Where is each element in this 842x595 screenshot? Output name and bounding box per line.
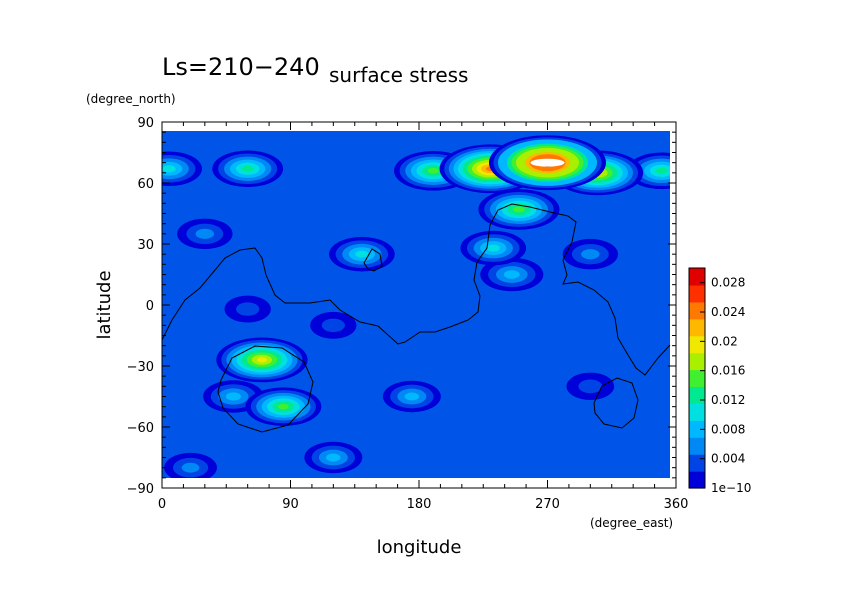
field-peak: [530, 158, 565, 167]
y-axis-ticks: −90 −60 −30 0 30 60 90: [127, 116, 676, 497]
field-blob: [256, 357, 268, 363]
field-blob: [486, 244, 500, 252]
tharsis-volcano-contour: [363, 248, 383, 272]
x-tick-label: 0: [158, 497, 166, 512]
y-tick-label: 60: [137, 177, 154, 192]
colorbar-tick-label: 0.012: [711, 393, 745, 407]
field-blob: [427, 167, 439, 174]
field-blob: [581, 249, 600, 260]
colorbar-segment: [689, 335, 705, 354]
field-blob: [225, 392, 241, 401]
x-tick-label: 180: [407, 497, 432, 512]
colorbar-segment: [689, 471, 705, 489]
chart-title: Ls=210−240: [162, 53, 320, 81]
y-tick-label: −60: [127, 421, 154, 436]
colorbar-tick-label: 0.016: [711, 364, 745, 378]
x-axis-title: longitude: [377, 537, 462, 558]
colorbar-tick-label: 0.028: [711, 276, 745, 290]
field-blob: [236, 302, 260, 316]
field-blob: [195, 228, 215, 239]
colorbar-segment: [689, 268, 705, 286]
colorbar-segment: [689, 301, 705, 320]
argyre-basin-contour: [593, 377, 639, 429]
x-tick-label: 360: [664, 497, 689, 512]
colorbar-segment: [689, 403, 705, 421]
field-blob: [321, 318, 345, 333]
colorbar-tick-label: 0.004: [711, 452, 745, 466]
y-tick-label: 0: [146, 299, 154, 314]
field-blob: [241, 165, 254, 172]
colorbar-tick-label: 0.008: [711, 422, 745, 436]
colorbar-tick-label: 0.02: [711, 334, 738, 348]
y-axis-title: latitude: [94, 270, 115, 339]
field-blob: [162, 165, 176, 173]
stress-field: [162, 131, 670, 478]
topography-contours: [161, 203, 671, 433]
colorbar-segment: [689, 318, 705, 337]
y-tick-label: 30: [137, 238, 154, 253]
colorbar-segment: [689, 284, 705, 303]
field-blob: [655, 167, 668, 174]
colorbar-segment: [689, 386, 705, 404]
field-blob: [578, 379, 603, 394]
x-tick-label: 270: [535, 497, 560, 512]
y-unit-label: (degree_north): [86, 92, 176, 106]
colorbar: 1e−10 0.004 0.008 0.012 0.016 0.02 0.024 0.028: [688, 267, 751, 495]
field-blob: [404, 392, 420, 401]
colorbar-segment: [689, 352, 705, 371]
colorbar-segment: [689, 420, 705, 438]
field-blob: [181, 462, 200, 473]
chart-subtitle: surface stress: [329, 63, 468, 87]
colorbar-segment: [689, 454, 705, 472]
field-blob: [326, 453, 341, 462]
colorbar-tick-label: 0.024: [711, 305, 745, 319]
x-axis-ticks: 0 90 180 270 360: [158, 122, 689, 512]
y-tick-label: 90: [137, 116, 154, 131]
field-blob: [513, 206, 525, 213]
field-blob: [277, 403, 289, 410]
colorbar-segment: [689, 369, 705, 388]
y-tick-label: −90: [127, 482, 154, 497]
boundary-contour: [161, 203, 671, 376]
hellas-basin-contour: [217, 345, 314, 433]
field-blob: [503, 270, 520, 279]
colorbar-segment: [689, 437, 705, 455]
colorbar-tick-label: 1e−10: [711, 481, 751, 495]
colorbar-frame: [688, 267, 706, 489]
x-unit-label: (degree_east): [590, 516, 673, 530]
y-tick-label: −30: [127, 360, 154, 375]
x-tick-label: 90: [282, 497, 299, 512]
field-blob: [355, 250, 369, 258]
